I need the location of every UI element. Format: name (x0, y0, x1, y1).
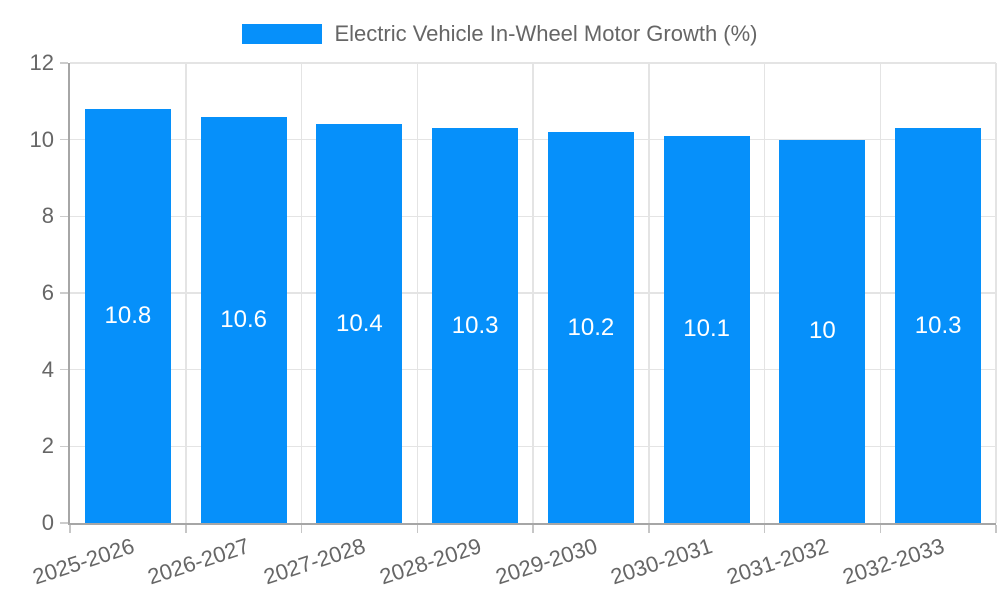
bar-value-label: 10 (809, 317, 836, 345)
y-tick-mark (60, 445, 68, 448)
bar[interactable]: 10.4 (316, 124, 403, 523)
bar-value-label: 10.3 (914, 311, 962, 339)
bar[interactable]: 10 (779, 139, 866, 523)
y-tick-mark (60, 138, 68, 141)
x-tick-mark (648, 525, 650, 533)
x-tick-mark (995, 525, 997, 533)
bar[interactable]: 10.6 (200, 116, 287, 523)
y-tick-mark (60, 522, 68, 524)
gridline-vertical (879, 63, 881, 523)
x-tick-mark (532, 525, 534, 533)
x-axis-tick-label: 2025-2026 (29, 533, 137, 590)
x-axis-tick-label: 2028-2029 (376, 533, 485, 590)
legend-color-swatch (242, 24, 323, 44)
y-axis-tick-label: 10 (29, 126, 54, 152)
bar[interactable]: 10.3 (432, 128, 519, 523)
y-axis-tick-label: 4 (41, 356, 54, 382)
bar-value-label: 10.6 (220, 305, 267, 333)
legend: Electric Vehicle In-Wheel Motor Growth (… (0, 16, 1000, 52)
x-axis-tick-label: 2031-2032 (723, 533, 832, 590)
bar-value-label: 10.8 (104, 302, 152, 329)
x-tick-mark (879, 525, 881, 533)
legend-item[interactable]: Electric Vehicle In-Wheel Motor Growth (… (242, 21, 758, 47)
x-tick-mark (300, 525, 303, 533)
bar[interactable]: 10.8 (84, 109, 171, 523)
gridline-vertical (185, 63, 187, 523)
y-tick-mark (60, 215, 68, 218)
x-axis-tick-label: 2027-2028 (260, 533, 369, 590)
gridline-vertical (300, 63, 303, 523)
x-axis-tick-label: 2029-2030 (492, 533, 600, 590)
gridline-vertical (763, 63, 766, 523)
gridline-vertical (648, 63, 650, 523)
x-axis-tick-label: 2026-2027 (144, 533, 253, 590)
x-tick-mark (763, 525, 766, 533)
x-axis-tick-label: 2032-2033 (839, 533, 948, 590)
x-axis-tick-label: 2030-2031 (607, 533, 716, 590)
bar[interactable]: 10.1 (663, 135, 750, 523)
bar-value-label: 10.2 (567, 313, 615, 341)
y-axis-tick-label: 8 (41, 203, 54, 229)
legend-label: Electric Vehicle In-Wheel Motor Growth (… (334, 21, 758, 46)
y-axis-tick-label: 0 (41, 510, 54, 535)
y-tick-mark (60, 292, 68, 294)
bar[interactable]: 10.2 (547, 132, 634, 523)
x-tick-mark (69, 525, 71, 533)
x-tick-mark (416, 525, 418, 533)
gridline-vertical (416, 63, 418, 523)
bar-value-label: 10.3 (451, 311, 499, 339)
y-axis-tick-label: 2 (41, 433, 54, 459)
y-axis-line (68, 63, 70, 525)
y-axis-tick-label: 6 (41, 280, 54, 305)
gridline-vertical (532, 63, 534, 523)
gridline-vertical (995, 63, 997, 523)
y-tick-mark (60, 62, 68, 64)
bar[interactable]: 10.3 (895, 128, 982, 523)
x-axis-line (68, 523, 996, 525)
x-tick-mark (185, 525, 187, 533)
bar-value-label: 10.1 (683, 315, 730, 343)
y-axis-tick-label: 12 (29, 50, 54, 75)
y-tick-mark (60, 368, 68, 371)
bar-value-label: 10.4 (336, 309, 383, 337)
